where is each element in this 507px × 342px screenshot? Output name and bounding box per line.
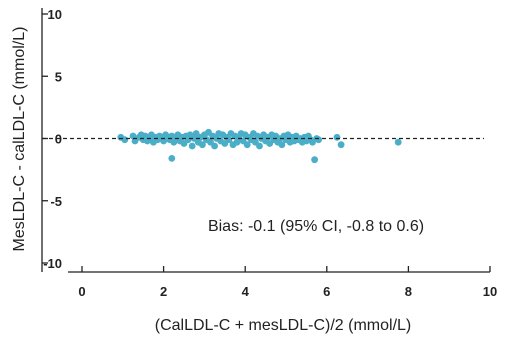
data-point xyxy=(243,141,251,149)
x-tick-label: 4 xyxy=(242,284,250,299)
y-tick-label: 5 xyxy=(55,69,62,84)
x-tick-label: 8 xyxy=(405,284,412,299)
data-points xyxy=(117,128,402,164)
y-tick-label: -5 xyxy=(50,194,62,209)
data-point xyxy=(394,138,402,146)
data-point xyxy=(278,141,286,149)
data-point xyxy=(311,156,318,164)
data-point xyxy=(256,142,263,150)
y-tick-label: 0 xyxy=(55,132,62,147)
y-axis-ticks: 10 5 0 -5 -10 xyxy=(42,7,62,271)
x-axis-ticks: 0 2 4 6 8 10 xyxy=(78,266,497,299)
bias-annotation: Bias: -0.1 (95% CI, -0.8 to 0.6) xyxy=(208,218,424,235)
x-tick-label: 10 xyxy=(483,284,497,299)
data-point xyxy=(199,141,206,149)
x-tick-label: 6 xyxy=(323,284,330,299)
y-tick-label: -10 xyxy=(43,256,62,271)
x-tick-label: 0 xyxy=(78,284,85,299)
data-point xyxy=(211,142,219,150)
data-point xyxy=(337,141,345,149)
y-axis-label: MesLDL-C - calLDL-C (mmol/L) xyxy=(11,27,28,252)
data-point xyxy=(121,136,129,144)
data-point xyxy=(168,155,176,162)
x-tick-label: 2 xyxy=(160,284,167,299)
data-point xyxy=(333,133,341,141)
data-point xyxy=(188,142,196,150)
data-point xyxy=(315,136,322,144)
x-axis-label: (CalLDL-C + mesLDL-C)/2 (mmol/L) xyxy=(155,317,412,334)
y-tick-label: 10 xyxy=(48,7,62,22)
